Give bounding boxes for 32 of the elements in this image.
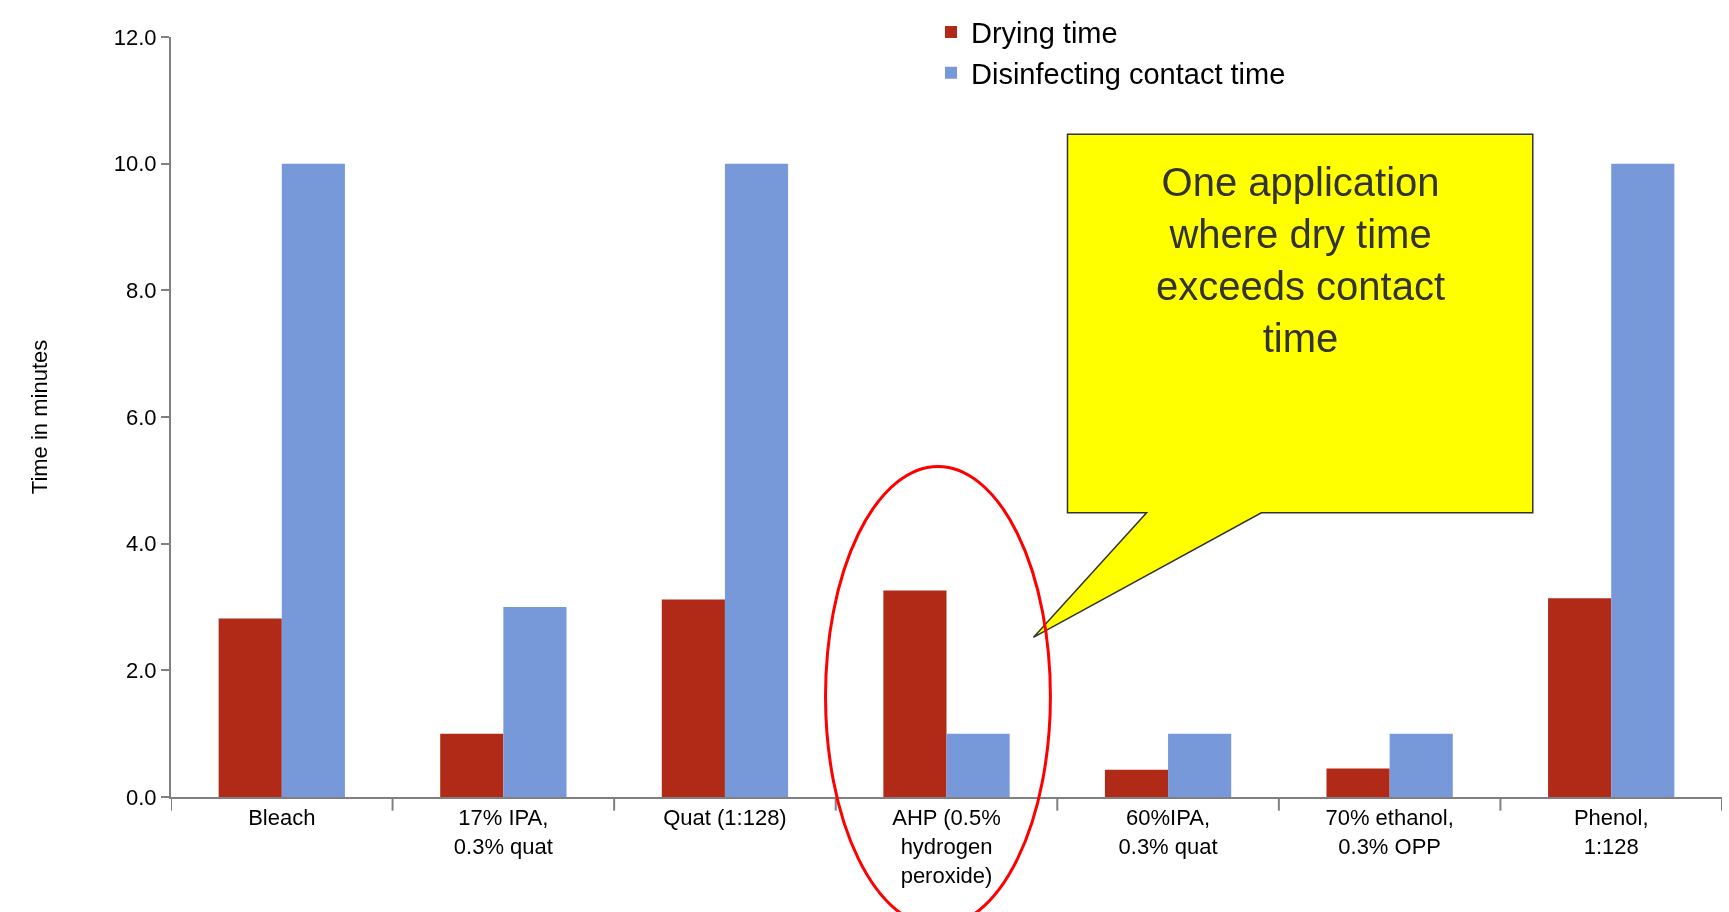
y-tick-label: 10.0 [113, 151, 157, 177]
bar [281, 163, 345, 797]
bar [218, 618, 282, 797]
bar [883, 590, 947, 797]
bar [1548, 598, 1612, 797]
bar [440, 733, 504, 797]
bar [661, 599, 725, 797]
y-tick-label: 2.0 [126, 658, 157, 684]
x-tick-label: 70% ethanol, 0.3% OPP [1325, 805, 1454, 859]
y-tick-label: 8.0 [126, 278, 157, 304]
y-tick-label: 0.0 [126, 784, 157, 810]
bar [1389, 733, 1453, 797]
x-tick-label: Phenol, 1:128 [1573, 805, 1649, 859]
bar [724, 163, 789, 797]
x-tick-label: Bleach [248, 805, 316, 831]
x-tick-label: Quat (1:128) [663, 805, 787, 831]
annotation: One application where dry time exceeds contact time [1156, 160, 1446, 360]
y-tick-label: 12.0 [113, 24, 157, 50]
legend-label: Drying time [970, 17, 1118, 50]
y-tick-label: 4.0 [126, 531, 157, 557]
y-axis-title: Time in minutes [27, 339, 53, 495]
bar [946, 733, 1010, 797]
legend-label: Disinfecting contact time [970, 57, 1286, 90]
x-tick-label: AHP (0.5% hydrogen peroxide) [892, 805, 1001, 888]
bar [1168, 733, 1232, 797]
bar [1326, 768, 1390, 797]
x-tick-label: 17% IPA, 0.3% quat [453, 805, 553, 859]
bar [1104, 769, 1169, 797]
x-tick-label: 60%IPA, 0.3% quat [1118, 805, 1218, 859]
bar [503, 607, 567, 797]
bar [1611, 163, 1675, 797]
y-tick-label: 6.0 [126, 404, 157, 430]
